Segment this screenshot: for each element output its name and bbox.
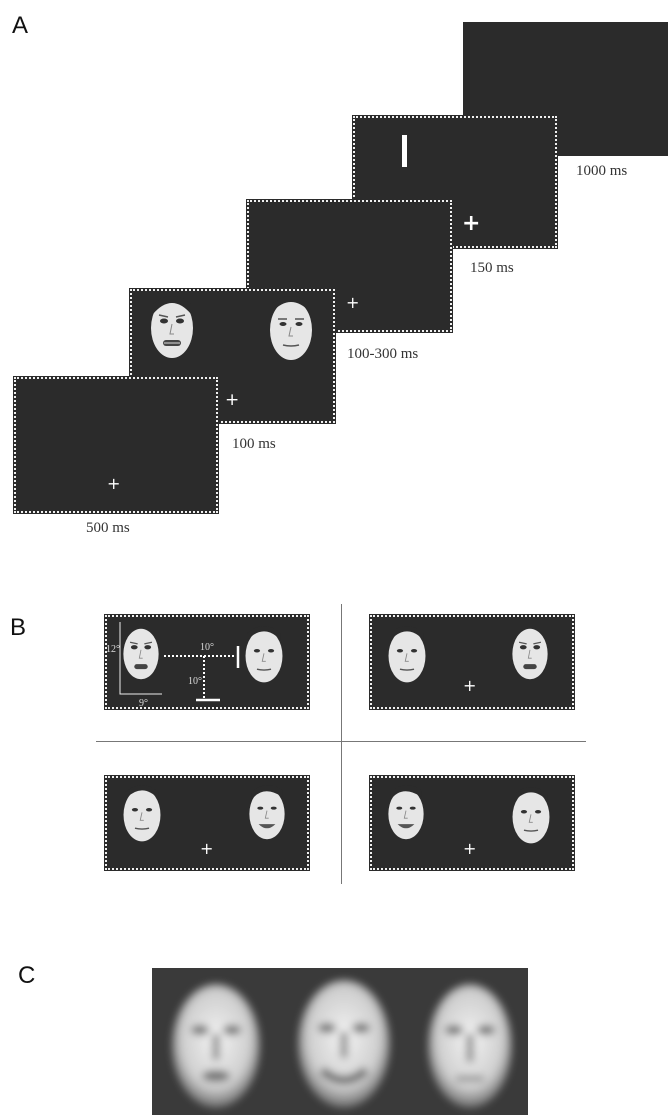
fixation-cross: + <box>346 293 360 312</box>
fearful-face <box>151 296 193 358</box>
neutral-face <box>123 785 161 842</box>
quadrant-divider-horizontal <box>96 741 586 742</box>
dim-label-horizontal-offset: 10° <box>200 642 214 653</box>
timing-label-100ms: 100 ms <box>232 436 276 452</box>
condition-screen-bottom-right: + <box>369 775 575 871</box>
timing-label-1000ms: 1000 ms <box>576 163 628 179</box>
fixation-cross: + <box>225 390 240 410</box>
averaged-neutral-face <box>428 984 512 1108</box>
panel-b-label: B <box>10 614 27 641</box>
dim-label-face-height: 12° <box>106 644 120 655</box>
quadrant-divider-vertical <box>341 604 342 884</box>
fixation-screen: + <box>13 376 219 514</box>
dim-label-vertical-offset: 10° <box>188 676 202 687</box>
fixation-cross: + <box>107 474 121 493</box>
neutral-face <box>270 296 312 360</box>
neutral-face <box>512 787 550 844</box>
blurred-faces <box>172 980 512 1108</box>
neutral-face <box>388 626 426 683</box>
timing-label-100-300ms: 100-300 ms <box>347 346 419 362</box>
fixation-cross: + <box>463 676 477 695</box>
averaged-faces-strip <box>152 968 528 1115</box>
dimension-screen: 12° 9° 10° 10° <box>104 614 310 710</box>
condition-screen-bottom-left: + <box>104 775 310 871</box>
fixation-cross: + <box>200 839 214 858</box>
panel-c-label: C <box>18 962 36 989</box>
neutral-face <box>245 626 283 683</box>
dim-label-face-width: 9° <box>139 698 148 709</box>
timing-label-500ms: 500 ms <box>86 520 130 536</box>
averaged-fearful-face <box>172 984 260 1108</box>
fearful-face <box>512 628 548 680</box>
fixation-cross: + <box>463 839 477 858</box>
timing-label-150ms: 150 ms <box>470 260 514 276</box>
fixation-cross: + <box>462 211 481 236</box>
panel-a-label: A <box>12 12 29 39</box>
condition-screen-top-right: + <box>369 614 575 710</box>
happy-face <box>249 784 285 840</box>
dimension-lines: 12° 9° 10° 10° <box>106 622 240 709</box>
averaged-happy-face <box>298 980 390 1108</box>
fearful-face <box>123 628 159 680</box>
target-bar <box>402 135 407 167</box>
happy-face <box>388 784 424 840</box>
